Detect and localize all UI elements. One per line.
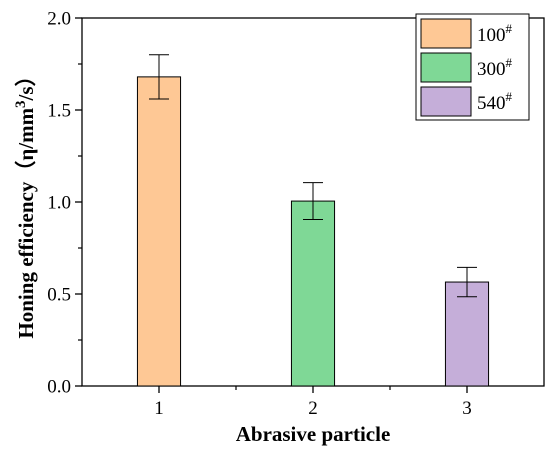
x-tick-label: 1 [154, 398, 164, 419]
legend-label-540: 540# [477, 89, 513, 114]
y-tick-label: 2.0 [47, 9, 71, 30]
error-bars-group [149, 54, 477, 298]
x-tick-label: 2 [308, 398, 318, 419]
bars-group [136, 76, 490, 387]
legend-label-100: 100# [477, 21, 513, 46]
legend-swatch-100 [420, 18, 472, 49]
bar-540 [444, 281, 490, 387]
y-tick-label: 1.5 [47, 101, 71, 122]
legend-swatch-300 [420, 52, 472, 83]
bar-300 [290, 200, 336, 387]
y-tick-label: 1.0 [47, 193, 71, 214]
legend-label-sup: # [506, 55, 513, 70]
y-axis-title: Honing efficiency（η/mm3/s） [13, 65, 38, 338]
bar-100 [136, 76, 182, 387]
y-tick-label: 0.0 [47, 377, 71, 398]
axis-ticks: 0.0 0.5 1.0 1.5 2.0 1 2 3 [47, 9, 472, 420]
y-axis-title-main: Honing efficiency（η/mm [14, 107, 38, 338]
x-axis-title: Abrasive particle [236, 422, 391, 446]
x-tick-label: 3 [462, 398, 472, 419]
legend-label-main: 300 [477, 59, 506, 80]
y-axis-title-sup: 3 [13, 100, 29, 108]
legend-label-main: 540 [477, 93, 506, 114]
legend-label-300: 300# [477, 55, 513, 80]
legend-label-sup: # [506, 89, 513, 104]
legend-label-main: 100 [477, 25, 506, 46]
y-axis-title-tail: /s） [14, 65, 38, 101]
legend-label-sup: # [506, 21, 513, 36]
y-tick-label: 0.5 [47, 285, 71, 306]
legend-swatch-540 [420, 86, 472, 117]
legend: 100#300#540# [415, 13, 530, 121]
